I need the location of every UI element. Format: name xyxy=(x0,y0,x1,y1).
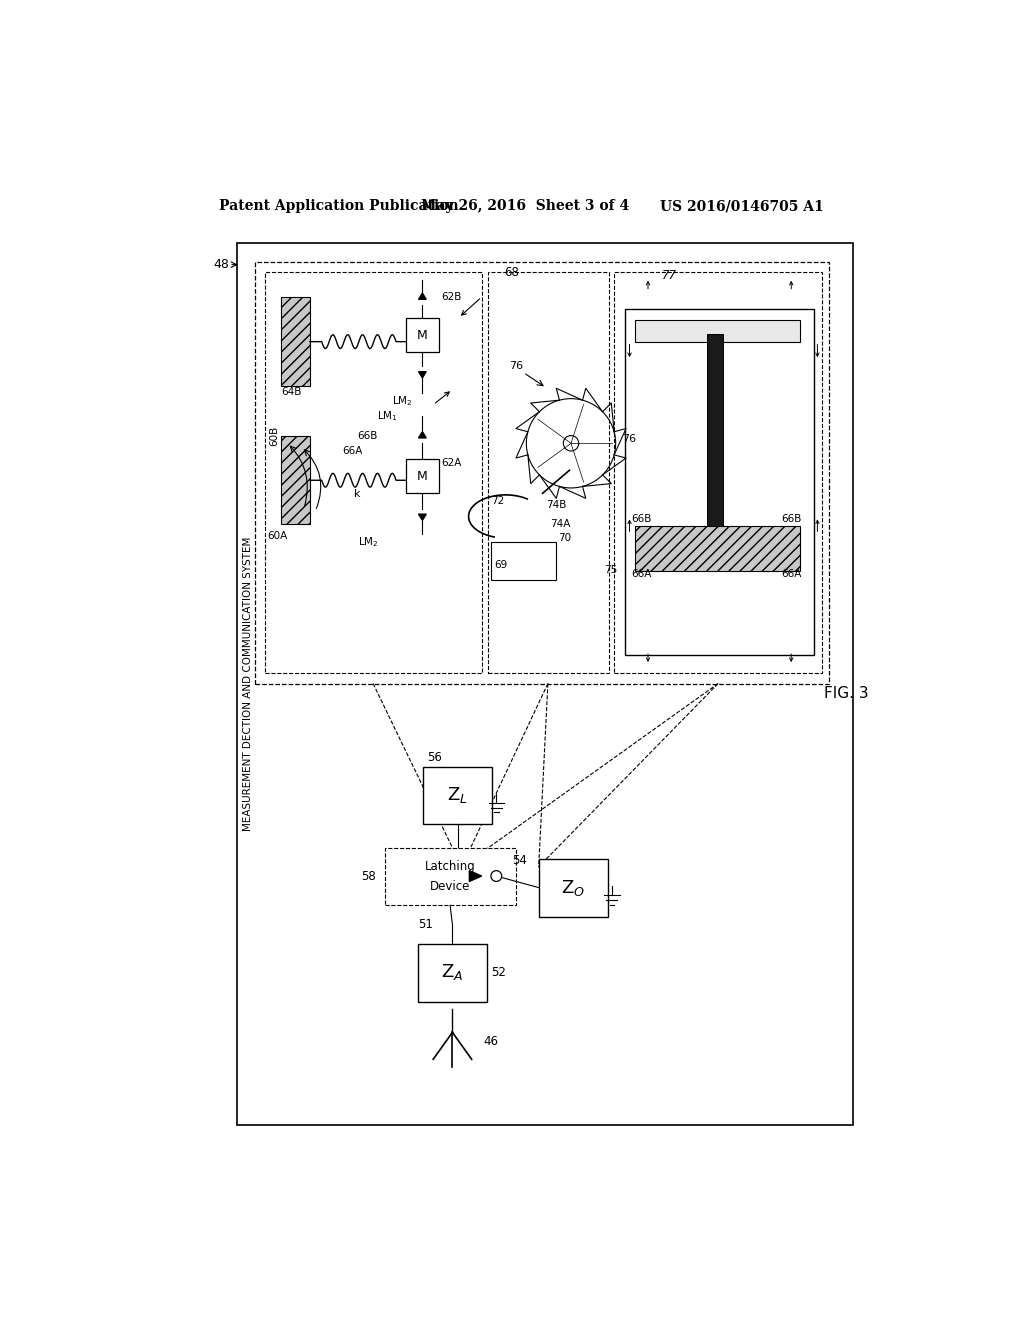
Text: US 2016/0146705 A1: US 2016/0146705 A1 xyxy=(659,199,823,213)
Text: M: M xyxy=(417,329,428,342)
Text: 56: 56 xyxy=(427,751,442,764)
Bar xyxy=(539,859,608,917)
Text: MEASUREMENT DECTION AND COMMUNICATION SYSTEM: MEASUREMENT DECTION AND COMMUNICATION SY… xyxy=(243,536,253,830)
Text: 62B: 62B xyxy=(441,292,461,302)
Text: 66B: 66B xyxy=(781,513,802,524)
Bar xyxy=(635,321,801,342)
Text: 74B: 74B xyxy=(547,500,566,510)
Polygon shape xyxy=(469,871,481,882)
Text: 75: 75 xyxy=(604,565,617,576)
Text: 76: 76 xyxy=(622,434,636,444)
Bar xyxy=(281,436,310,524)
Text: 54: 54 xyxy=(512,854,526,867)
Bar xyxy=(614,272,822,673)
Bar xyxy=(707,334,724,527)
Text: 64B: 64B xyxy=(282,387,302,397)
Text: Z$_L$: Z$_L$ xyxy=(447,785,468,805)
Text: 70: 70 xyxy=(558,533,571,543)
Polygon shape xyxy=(419,293,426,300)
Text: 74A: 74A xyxy=(550,519,570,529)
Text: LM$_2$: LM$_2$ xyxy=(357,535,379,549)
Text: Patent Application Publication: Patent Application Publication xyxy=(219,199,459,213)
Circle shape xyxy=(490,871,502,882)
Text: 66A: 66A xyxy=(342,446,362,455)
Bar xyxy=(264,272,481,673)
Text: LM$_2$: LM$_2$ xyxy=(392,395,413,408)
Bar xyxy=(490,543,556,581)
Text: 60A: 60A xyxy=(267,531,287,541)
Text: 58: 58 xyxy=(360,870,376,883)
Bar xyxy=(255,263,829,684)
Bar xyxy=(407,459,438,494)
Text: M: M xyxy=(417,470,428,483)
Text: 76: 76 xyxy=(509,362,523,371)
Bar xyxy=(385,847,515,906)
Text: 51: 51 xyxy=(418,917,433,931)
Bar xyxy=(635,527,801,572)
Text: k: k xyxy=(354,490,361,499)
Text: 66A: 66A xyxy=(781,569,802,579)
Text: Z$_O$: Z$_O$ xyxy=(561,878,586,898)
Text: LM$_1$: LM$_1$ xyxy=(377,409,397,424)
Bar xyxy=(423,767,493,825)
Text: FIG. 3: FIG. 3 xyxy=(823,686,868,701)
Text: 52: 52 xyxy=(490,966,506,979)
Text: 77: 77 xyxy=(663,269,677,282)
Bar xyxy=(407,318,438,352)
Text: 72: 72 xyxy=(490,496,504,506)
Text: 48: 48 xyxy=(213,259,229,271)
Bar xyxy=(281,297,310,385)
Polygon shape xyxy=(419,432,426,438)
Text: 60B: 60B xyxy=(269,425,280,446)
Text: 69: 69 xyxy=(494,560,507,570)
Text: Z$_A$: Z$_A$ xyxy=(441,962,464,982)
Text: 66A: 66A xyxy=(631,569,651,579)
Text: Latching: Latching xyxy=(425,861,475,874)
Polygon shape xyxy=(419,515,426,520)
Bar xyxy=(487,272,608,673)
Bar xyxy=(625,309,813,655)
Text: 66B: 66B xyxy=(357,430,378,441)
Text: 66B: 66B xyxy=(631,513,651,524)
Text: 68: 68 xyxy=(504,265,519,279)
Bar xyxy=(418,944,487,1002)
Text: Device: Device xyxy=(430,879,470,892)
Polygon shape xyxy=(419,372,426,378)
Text: 62A: 62A xyxy=(441,458,461,467)
Text: May 26, 2016  Sheet 3 of 4: May 26, 2016 Sheet 3 of 4 xyxy=(421,199,629,213)
Bar xyxy=(237,243,853,1125)
Text: 46: 46 xyxy=(483,1035,499,1048)
